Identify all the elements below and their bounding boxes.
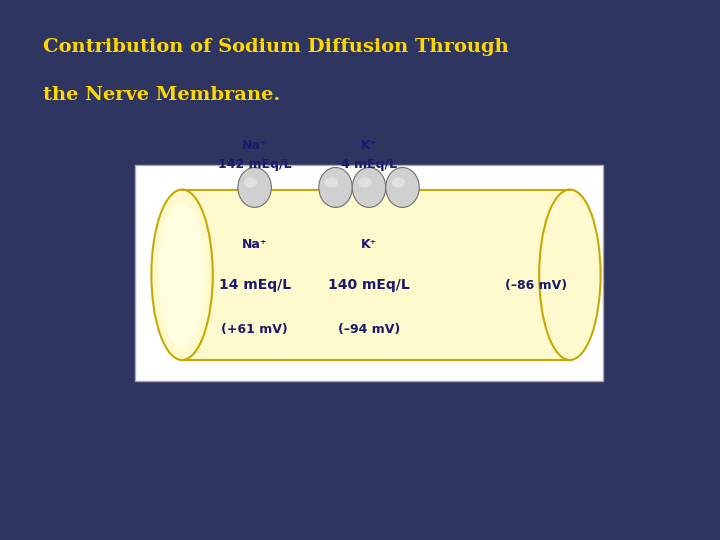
- Ellipse shape: [386, 167, 419, 207]
- Text: (–86 mV): (–86 mV): [505, 279, 567, 292]
- Text: Contribution of Sodium Diffusion Through: Contribution of Sodium Diffusion Through: [43, 38, 509, 56]
- Text: Na⁺: Na⁺: [242, 238, 267, 251]
- Text: 140 mEq/L: 140 mEq/L: [328, 278, 410, 292]
- Ellipse shape: [238, 167, 271, 207]
- Text: the Nerve Membrane.: the Nerve Membrane.: [43, 86, 281, 104]
- Ellipse shape: [325, 178, 338, 187]
- Text: K⁺: K⁺: [361, 238, 377, 251]
- Ellipse shape: [319, 167, 352, 207]
- Ellipse shape: [151, 190, 213, 360]
- Text: 4 mEq/L: 4 mEq/L: [341, 158, 397, 171]
- Ellipse shape: [358, 178, 372, 187]
- Ellipse shape: [539, 190, 600, 360]
- Ellipse shape: [244, 178, 257, 187]
- Text: 142 mEq/L: 142 mEq/L: [217, 158, 292, 171]
- Bar: [182, 190, 570, 360]
- Ellipse shape: [159, 202, 205, 347]
- FancyBboxPatch shape: [135, 165, 603, 381]
- Text: K⁺: K⁺: [361, 139, 377, 152]
- Ellipse shape: [352, 167, 386, 207]
- Ellipse shape: [392, 178, 405, 187]
- Text: Na⁺: Na⁺: [242, 139, 267, 152]
- Text: 14 mEq/L: 14 mEq/L: [219, 278, 291, 292]
- Text: (–94 mV): (–94 mV): [338, 323, 400, 336]
- Text: (+61 mV): (+61 mV): [221, 323, 288, 336]
